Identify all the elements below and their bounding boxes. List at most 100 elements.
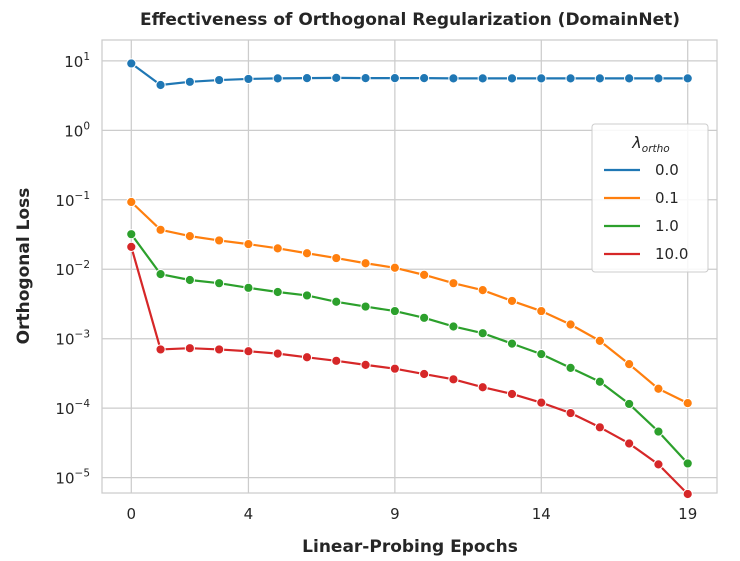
data-point xyxy=(419,269,430,280)
data-point xyxy=(624,73,635,84)
data-point xyxy=(272,243,283,254)
legend-title: λortho xyxy=(631,133,669,155)
data-point xyxy=(536,305,547,317)
y-tick-label: 10−1 xyxy=(55,190,90,210)
data-point xyxy=(448,73,459,84)
y-tick-exponent: 1 xyxy=(83,51,90,63)
data-point xyxy=(331,296,342,307)
legend-label: 10.0 xyxy=(655,245,688,263)
data-point xyxy=(594,376,605,387)
chart-title: Effectiveness of Orthogonal Regularizati… xyxy=(140,10,680,30)
data-point xyxy=(477,328,488,339)
data-point xyxy=(243,346,254,357)
data-point xyxy=(126,241,137,252)
data-point xyxy=(594,335,605,346)
data-point xyxy=(448,278,459,289)
data-point xyxy=(594,73,605,84)
data-point xyxy=(419,73,430,84)
x-tick-labels: 0 4 9 14 19 xyxy=(127,505,698,523)
data-point xyxy=(653,383,664,394)
data-point xyxy=(594,422,605,433)
y-tick-exponent: −5 xyxy=(75,468,90,480)
data-point xyxy=(682,398,693,409)
data-point xyxy=(184,76,195,87)
series-group xyxy=(126,58,693,500)
data-point xyxy=(331,72,342,83)
data-point xyxy=(243,73,254,85)
data-point xyxy=(272,348,283,359)
data-point xyxy=(214,235,225,246)
y-tick-base: 10 xyxy=(64,53,83,71)
data-point xyxy=(653,459,664,470)
data-point xyxy=(126,196,137,208)
data-point xyxy=(506,388,518,400)
data-point xyxy=(506,338,518,349)
y-tick-label: 10−5 xyxy=(55,468,90,488)
data-point xyxy=(682,73,693,84)
data-point xyxy=(272,73,283,84)
data-point xyxy=(184,274,195,286)
y-tick-exponent: −1 xyxy=(75,190,90,202)
y-tick-label: 101 xyxy=(64,51,90,71)
y-tick-label: 10−2 xyxy=(55,259,90,279)
data-point xyxy=(155,344,166,355)
data-point xyxy=(301,352,313,363)
data-point xyxy=(536,397,547,408)
data-point xyxy=(184,231,195,242)
legend-label: 0.1 xyxy=(655,189,679,207)
y-tick-exponent: −2 xyxy=(75,259,90,271)
y-axis-label: Orthogonal Loss xyxy=(14,188,34,345)
data-point xyxy=(565,319,576,330)
data-point xyxy=(155,79,166,91)
data-point xyxy=(272,286,283,298)
data-point xyxy=(243,239,254,250)
y-tick-exponent: −3 xyxy=(75,329,90,341)
legend-items: 0.0 0.1 1.0 10.0 xyxy=(604,161,688,263)
data-point xyxy=(360,359,371,370)
data-point xyxy=(301,248,313,259)
data-point xyxy=(126,229,137,240)
y-tick-exponent: −4 xyxy=(75,398,91,410)
legend-label: 1.0 xyxy=(655,217,679,235)
data-point xyxy=(389,73,400,84)
data-point xyxy=(419,368,430,380)
legend-label: 0.0 xyxy=(655,161,679,179)
data-point xyxy=(682,488,693,500)
data-point xyxy=(214,344,225,355)
data-point xyxy=(155,224,166,235)
data-point xyxy=(477,285,488,296)
y-tick-label: 10−3 xyxy=(55,329,90,349)
y-tick-exponent: 0 xyxy=(83,120,90,132)
data-point xyxy=(506,73,518,84)
data-point xyxy=(301,73,313,84)
data-point xyxy=(214,74,225,86)
y-tick-base: 10 xyxy=(55,400,74,418)
data-point xyxy=(624,398,635,410)
legend-box xyxy=(591,123,709,273)
y-tick-base: 10 xyxy=(55,470,74,488)
data-point xyxy=(624,438,635,449)
legend: λortho 0.0 0.1 1.0 10.0 xyxy=(591,123,709,273)
data-point xyxy=(360,258,371,269)
x-tick-label: 14 xyxy=(532,505,551,523)
data-point xyxy=(126,58,137,69)
data-point xyxy=(389,363,400,374)
x-axis-label: Linear-Probing Epochs xyxy=(302,537,518,557)
y-tick-base: 10 xyxy=(64,122,83,140)
y-tick-label: 10−4 xyxy=(55,398,90,418)
y-tick-base: 10 xyxy=(55,192,74,210)
data-point xyxy=(301,290,313,301)
y-tick-base: 10 xyxy=(55,331,74,349)
data-point xyxy=(565,407,576,419)
data-point xyxy=(360,73,371,84)
data-point xyxy=(448,321,459,332)
data-point xyxy=(243,282,254,293)
data-point xyxy=(477,382,488,393)
x-tick-label: 19 xyxy=(678,505,697,523)
data-point xyxy=(624,359,635,370)
x-tick-label: 0 xyxy=(127,505,137,523)
data-point xyxy=(653,73,664,84)
x-tick-label: 4 xyxy=(244,505,254,523)
data-point xyxy=(448,374,459,385)
